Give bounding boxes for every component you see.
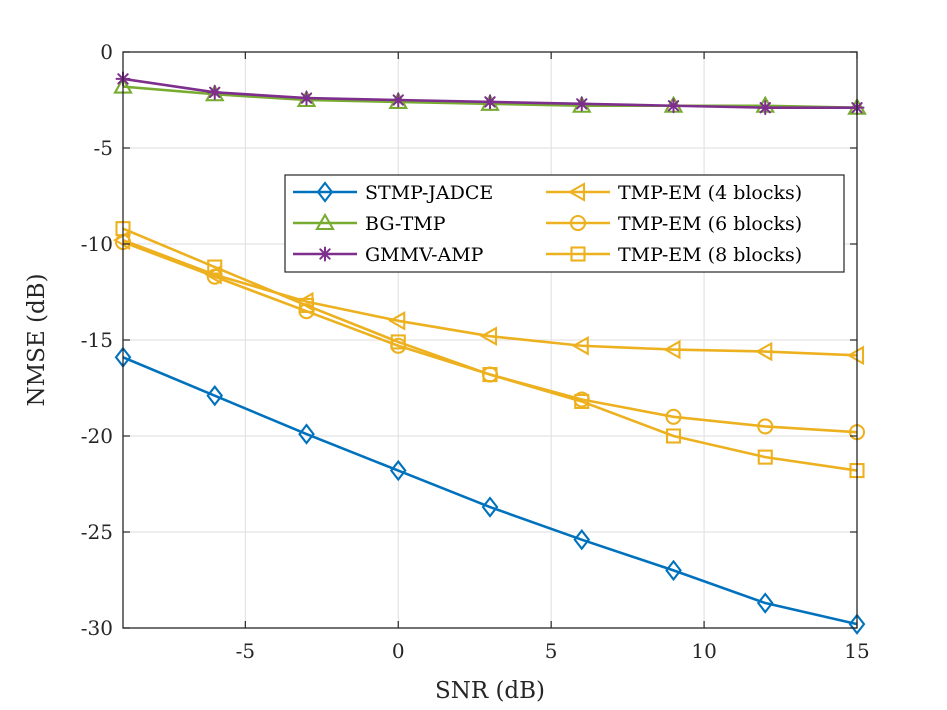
data-point-tmp-em-4-blocks (112, 230, 131, 250)
data-point-tmp-em-4-blocks (388, 310, 406, 331)
data-point-stmp-jadce (848, 613, 866, 635)
y-tick-label: 0 (100, 40, 113, 64)
x-tick-label: 0 (392, 639, 405, 663)
data-point-tmp-em-6-blocks (665, 408, 682, 425)
legend-item-gmmv-amp: GMMV-AMP (293, 244, 484, 266)
series-line-stmp-jadce (122, 356, 858, 626)
legend-item-stmp-jadce: STMP-JADCE (293, 181, 493, 204)
data-point-gmmv-amp (390, 92, 406, 108)
data-point-tmp-em-8-blocks (665, 428, 682, 444)
data-point-gmmv-amp (207, 84, 223, 100)
legend-item-bg-tmp: BG-TMP (293, 212, 446, 235)
x-tick-label: -5 (236, 639, 255, 663)
y-tick-label: -15 (81, 328, 113, 352)
data-point-tmp-em-4-blocks (479, 326, 498, 346)
x-tick-label: 5 (545, 639, 558, 663)
data-point-tmp-em-8-blocks (574, 393, 590, 409)
data-point-tmp-em-8-blocks (482, 367, 498, 383)
x-tick-label: 10 (691, 639, 716, 663)
legend-label: TMP-EM (6 blocks) (618, 213, 802, 235)
series-layer (112, 71, 867, 635)
legend-swatch-marker (570, 246, 586, 262)
legend-item-tmp-em-6-blocks: TMP-EM (6 blocks) (546, 213, 802, 235)
series-line-tmp-em-4-blocks (122, 238, 858, 357)
data-point-tmp-em-8-blocks (757, 449, 773, 465)
y-tick-label: -25 (81, 520, 113, 544)
legend-swatch-marker (315, 212, 335, 231)
axis-ticks: -5 0 5 10 15 0 -5 -10 -15 -20 -25 -30 (81, 40, 870, 663)
data-point-tmp-em-4-blocks (296, 291, 314, 312)
y-tick-label: -5 (94, 136, 113, 160)
data-point-stmp-jadce (298, 423, 315, 445)
x-tick-label: 15 (844, 639, 869, 663)
data-point-tmp-em-6-blocks (757, 418, 774, 435)
data-point-stmp-jadce (756, 592, 774, 614)
data-point-tmp-em-4-blocks (571, 335, 589, 356)
x-axis-title: SNR (dB) (435, 678, 545, 704)
data-point-gmmv-amp (574, 96, 590, 112)
series-tmp-em-4-blocks (112, 230, 865, 366)
legend-label: TMP-EM (4 blocks) (618, 182, 802, 204)
y-tick-label: -30 (81, 616, 113, 640)
legend-item-tmp-em-8-blocks: TMP-EM (8 blocks) (546, 244, 802, 266)
data-point-stmp-jadce (573, 528, 591, 551)
data-point-tmp-em-4-blocks (755, 341, 773, 362)
data-point-gmmv-amp (299, 90, 314, 106)
legend-label: GMMV-AMP (365, 244, 484, 266)
data-point-tmp-em-4-blocks (663, 339, 681, 360)
legend-swatch-marker (569, 214, 587, 232)
legend-swatch-marker (317, 246, 333, 262)
data-point-tmp-em-8-blocks (390, 334, 406, 350)
y-tick-label: -10 (81, 232, 113, 256)
data-point-stmp-jadce (665, 559, 682, 582)
data-point-gmmv-amp (482, 94, 498, 110)
data-point-gmmv-amp (666, 98, 681, 114)
y-axis-title: NMSE (dB) (24, 273, 50, 406)
legend-swatch-marker (567, 182, 586, 202)
data-point-stmp-jadce (481, 496, 499, 518)
legend-label: STMP-JADCE (365, 182, 493, 204)
legend[interactable]: STMP-JADCE BG-TMP GMMV-AMP TMP-EM (4 blocks… (284, 174, 845, 273)
series-gmmv-amp (115, 71, 865, 116)
data-point-tmp-em-4-blocks (204, 264, 222, 285)
data-point-stmp-jadce (206, 384, 224, 407)
legend-swatch-marker (316, 181, 334, 203)
data-point-gmmv-amp (757, 100, 773, 116)
y-tick-label: -20 (81, 424, 113, 448)
legend-label: TMP-EM (8 blocks) (618, 244, 802, 266)
legend-item-tmp-em-4-blocks: TMP-EM (4 blocks) (546, 182, 802, 204)
data-point-stmp-jadce (389, 459, 407, 482)
data-point-tmp-em-4-blocks (846, 345, 865, 366)
series-line-tmp-em-8-blocks (122, 227, 858, 472)
legend-label: BG-TMP (365, 213, 446, 235)
